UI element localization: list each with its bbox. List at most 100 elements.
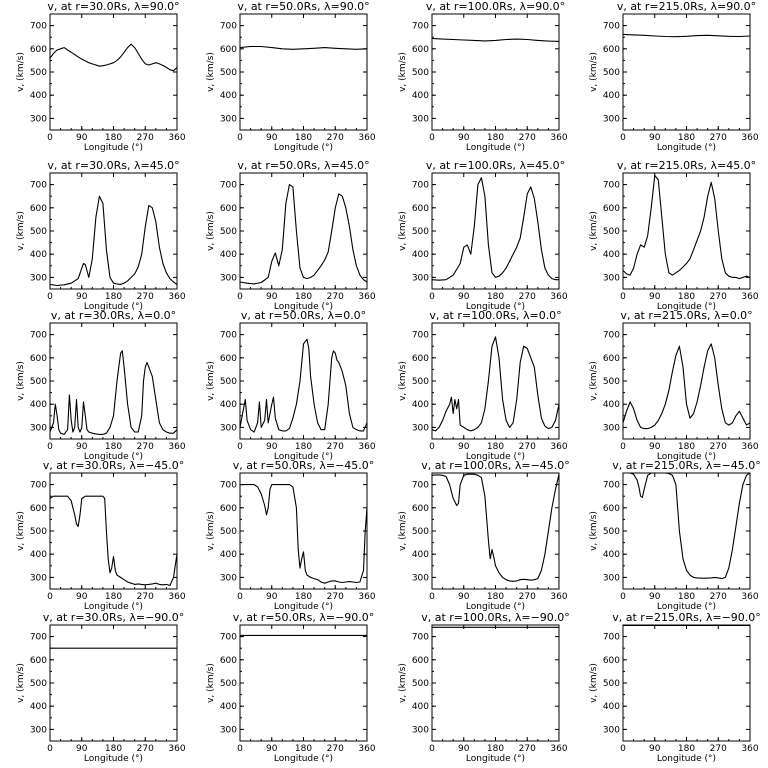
x-tick-label: 360 xyxy=(550,442,567,452)
x-tick-label: 90 xyxy=(76,292,88,302)
x-tick-label: 0 xyxy=(620,292,626,302)
x-axis-label: Longitude (°) xyxy=(274,452,333,462)
x-tick-label: 360 xyxy=(741,442,758,452)
x-tick-label: 180 xyxy=(295,133,312,143)
x-tick-label: 360 xyxy=(168,592,185,602)
x-tick-label: 180 xyxy=(105,442,122,452)
y-axis-label: v, (km/s) xyxy=(398,52,408,92)
chart-panel: v, at r=30.0Rs, λ=0.0° 0 90 180 270 360 300 400… xyxy=(16,309,186,462)
x-tick-label: 0 xyxy=(47,744,53,754)
plot-frame xyxy=(622,322,751,440)
y-tick-label: 700 xyxy=(603,181,620,191)
y-tick-label: 300 xyxy=(603,573,620,583)
x-tick-label: 90 xyxy=(649,133,661,143)
series-line xyxy=(432,177,559,281)
chart-title: v, at r=30.0Rs, λ=−90.0° xyxy=(43,611,185,624)
y-axis-label: v, (km/s) xyxy=(589,663,599,703)
y-tick-label: 400 xyxy=(220,400,237,410)
x-tick-label: 0 xyxy=(429,292,435,302)
y-tick-label: 300 xyxy=(412,114,429,124)
y-tick-label: 700 xyxy=(603,481,620,491)
x-tick-label: 0 xyxy=(620,592,626,602)
x-tick-label: 90 xyxy=(649,442,661,452)
y-tick-label: 600 xyxy=(30,354,47,364)
series-line xyxy=(240,45,367,50)
chart-panel: v, at r=30.0Rs, λ=−45.0° 0 90 180 270 360 300 4… xyxy=(16,459,186,612)
series-line xyxy=(623,33,750,38)
y-tick-label: 400 xyxy=(603,91,620,101)
y-axis-label: v, (km/s) xyxy=(16,663,26,703)
x-tick-label: 360 xyxy=(550,744,567,754)
y-tick-label: 400 xyxy=(603,250,620,260)
chart-title: v, at r=100.0Rs, λ=−45.0° xyxy=(421,459,570,472)
series-line xyxy=(50,195,177,287)
y-tick-label: 600 xyxy=(220,354,237,364)
chart-panel: v, at r=100.0Rs, λ=−90.0° 0 90 180 270 360 300… xyxy=(398,611,570,764)
x-tick-label: 360 xyxy=(741,292,758,302)
plot-frame xyxy=(431,322,560,440)
series-line xyxy=(240,338,367,433)
y-axis-label: v, (km/s) xyxy=(589,52,599,92)
y-tick-label: 400 xyxy=(412,91,429,101)
x-tick-label: 180 xyxy=(487,744,504,754)
x-tick-label: 180 xyxy=(487,592,504,602)
plot-frame xyxy=(622,624,751,742)
y-tick-label: 500 xyxy=(220,679,237,689)
x-axis-label: Longitude (°) xyxy=(466,302,525,312)
x-tick-label: 0 xyxy=(237,744,243,754)
y-tick-label: 300 xyxy=(30,114,47,124)
x-tick-label: 0 xyxy=(429,744,435,754)
x-axis-label: Longitude (°) xyxy=(657,602,716,612)
x-axis-label: Longitude (°) xyxy=(657,754,716,764)
x-tick-label: 360 xyxy=(550,133,567,143)
y-tick-label: 700 xyxy=(220,331,237,341)
y-tick-label: 500 xyxy=(412,527,429,537)
x-tick-label: 360 xyxy=(168,442,185,452)
chart-title: v, at r=215.0Rs, λ=−90.0° xyxy=(612,611,761,624)
y-axis-label: v, (km/s) xyxy=(206,52,216,92)
y-tick-label: 400 xyxy=(603,400,620,410)
y-tick-label: 400 xyxy=(30,250,47,260)
series-line xyxy=(50,495,177,587)
y-tick-label: 400 xyxy=(603,702,620,712)
y-tick-label: 300 xyxy=(220,573,237,583)
y-tick-label: 700 xyxy=(30,633,47,643)
y-tick-label: 600 xyxy=(412,504,429,514)
y-tick-label: 300 xyxy=(220,725,237,735)
y-tick-label: 700 xyxy=(412,331,429,341)
y-tick-label: 600 xyxy=(603,45,620,55)
y-axis-label: v, (km/s) xyxy=(398,663,408,703)
chart-panel: v, at r=50.0Rs, λ=−90.0° 0 90 180 270 360 300 4… xyxy=(206,611,376,764)
chart-panel: v, at r=50.0Rs, λ=90.0° 0 90 180 270 360 300 40… xyxy=(206,0,376,153)
x-tick-label: 90 xyxy=(458,442,470,452)
x-axis-label: Longitude (°) xyxy=(274,302,333,312)
x-axis-label: Longitude (°) xyxy=(274,602,333,612)
y-tick-label: 600 xyxy=(412,354,429,364)
x-tick-label: 90 xyxy=(458,744,470,754)
chart-title: v, at r=100.0Rs, λ=0.0° xyxy=(429,309,561,322)
y-tick-label: 300 xyxy=(603,273,620,283)
y-tick-label: 300 xyxy=(30,573,47,583)
y-axis-label: v, (km/s) xyxy=(398,511,408,551)
series-line xyxy=(50,43,177,72)
y-tick-label: 400 xyxy=(30,550,47,560)
x-tick-label: 270 xyxy=(710,292,727,302)
chart-panel: v, at r=50.0Rs, λ=45.0° 0 90 180 270 360 300 40… xyxy=(206,159,376,312)
y-tick-label: 600 xyxy=(30,504,47,514)
x-tick-label: 360 xyxy=(741,744,758,754)
x-tick-label: 90 xyxy=(266,744,278,754)
y-tick-label: 500 xyxy=(30,679,47,689)
y-tick-label: 400 xyxy=(603,550,620,560)
x-tick-label: 270 xyxy=(327,133,344,143)
y-tick-label: 400 xyxy=(220,550,237,560)
x-tick-label: 180 xyxy=(678,744,695,754)
y-tick-label: 500 xyxy=(220,527,237,537)
y-tick-label: 500 xyxy=(412,377,429,387)
x-tick-label: 360 xyxy=(550,292,567,302)
x-axis-label: Longitude (°) xyxy=(466,602,525,612)
x-tick-label: 360 xyxy=(358,592,375,602)
y-tick-label: 600 xyxy=(220,204,237,214)
y-tick-label: 600 xyxy=(30,656,47,666)
plot-frame xyxy=(431,624,560,742)
